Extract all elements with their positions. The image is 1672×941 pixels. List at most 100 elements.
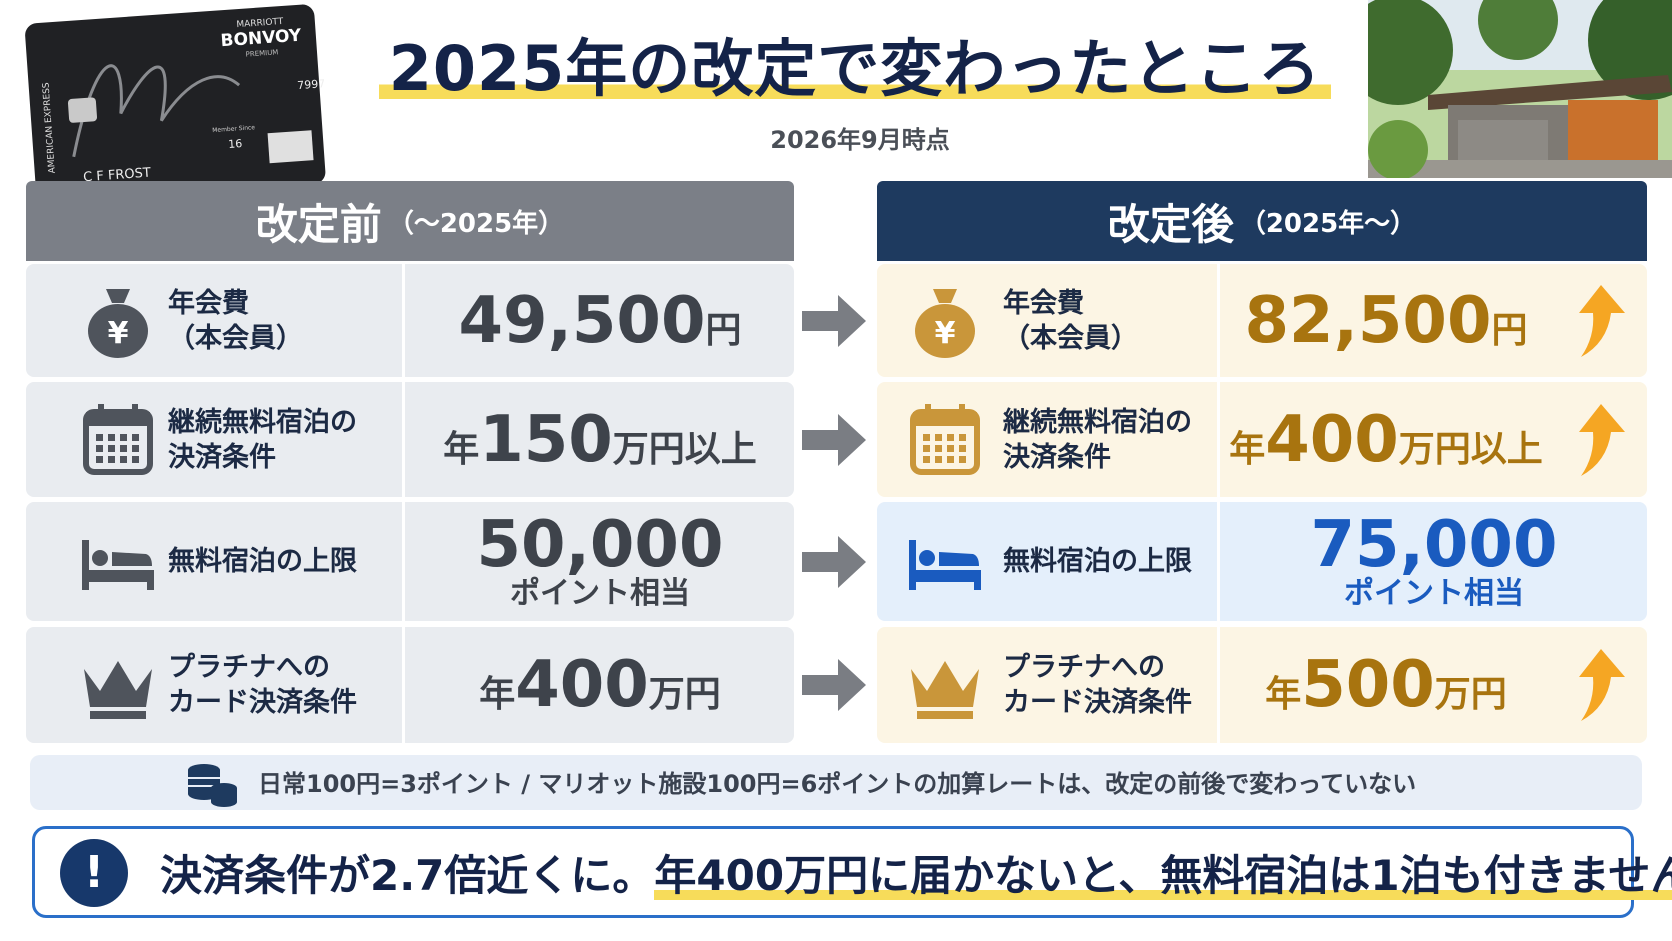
- before-value: 年150万円以上: [406, 382, 794, 497]
- value-note: ポイント相当: [1344, 575, 1524, 611]
- icon-part: [82, 539, 89, 590]
- icon-part: [120, 444, 127, 452]
- icon-part: [96, 455, 103, 463]
- trend-up-shape: [1579, 649, 1625, 721]
- row-label-line: プラチナへの: [168, 652, 330, 683]
- title: 2025年の改定で変わったところ: [330, 18, 1380, 108]
- card-digits: 7997: [297, 77, 326, 92]
- value-line: 年400万円: [479, 648, 721, 722]
- alert-icon: !: [60, 839, 128, 907]
- after-row: ¥ 年会費 （本会員） 82,500円: [877, 264, 1647, 377]
- arrow: [802, 535, 866, 588]
- icon-part: [925, 403, 931, 420]
- before-row: 無料宿泊の上限 50,000 ポイント相当: [26, 502, 794, 621]
- row-label-line: 継続無料宿泊の: [1003, 406, 1192, 438]
- row-label-line: （本会員）: [1003, 322, 1138, 354]
- icon-part: [947, 444, 954, 452]
- before-row: プラチナへの カード決済条件 年400万円: [26, 627, 794, 743]
- after-value: 75,000 ポイント相当: [1221, 502, 1647, 621]
- icon-part: [147, 569, 154, 590]
- divider: [1217, 502, 1220, 621]
- value-suffix: 万円: [648, 674, 721, 715]
- row-label: 年会費 （本会員）: [1003, 264, 1138, 377]
- icon-part: [120, 433, 127, 441]
- value-number: 75,000: [1310, 507, 1558, 582]
- value-line: 年400万円以上: [1229, 403, 1543, 477]
- icon-part: [923, 444, 930, 452]
- card-graphic: MARRIOTT BONVOY PREMIUM AMERICAN EXPRESS…: [25, 4, 326, 203]
- icon-bag: ¥: [88, 288, 148, 358]
- divider: [1217, 264, 1220, 377]
- after-row: 無料宿泊の上限 75,000 ポイント相当: [877, 502, 1647, 621]
- row-label-line: カード決済条件: [168, 687, 357, 718]
- title-text: 2025年の改定で変わったところ: [378, 32, 1332, 105]
- card-member-label: Member Since: [212, 124, 256, 134]
- value-prefix: 年: [1229, 428, 1266, 470]
- icon-crown: [84, 661, 152, 719]
- value-suffix: 円: [705, 309, 742, 351]
- row-label: プラチナへの カード決済条件: [168, 627, 357, 743]
- before-heading: 改定前: [255, 199, 382, 249]
- row-label: 継続無料宿泊の 決済条件: [168, 382, 357, 497]
- arrow: [802, 413, 866, 466]
- icon-part: [106, 288, 130, 303]
- icon-bed: [82, 539, 154, 590]
- after-header: 改定後 （2025年～）: [877, 181, 1647, 261]
- trend-up-shape: [1579, 403, 1625, 476]
- divider: [1217, 382, 1220, 497]
- icon-part: [939, 551, 979, 566]
- icon-part: [132, 444, 139, 452]
- conclusion-lead: 決済条件が2.7倍近くに。: [160, 851, 655, 900]
- icon-part: [132, 403, 138, 420]
- icon-bag: ¥: [915, 288, 975, 358]
- row-label: 無料宿泊の上限: [168, 502, 357, 621]
- icon-part: [96, 433, 103, 441]
- icon-part: [917, 711, 973, 719]
- trend-up: [1579, 403, 1625, 476]
- icon-part: [84, 661, 152, 707]
- icon-part: [88, 303, 148, 358]
- hotel-photo: [1368, 0, 1672, 178]
- divider: [402, 502, 405, 621]
- before-value: 年400万円: [406, 627, 794, 743]
- value-number: 150: [479, 402, 613, 477]
- card-tier: PREMIUM: [245, 48, 278, 58]
- row-label: 継続無料宿泊の 決済条件: [1003, 382, 1192, 497]
- icon-part: [913, 411, 977, 426]
- value-note: ポイント相当: [510, 575, 690, 611]
- value-number: 400: [515, 648, 649, 722]
- icon-part: [108, 455, 115, 463]
- card-brand-top: MARRIOTT: [236, 17, 284, 30]
- icon-part: [108, 444, 115, 452]
- value-line: 年500万円: [1265, 648, 1507, 722]
- icon-part: [935, 455, 942, 463]
- arrow: [802, 659, 866, 711]
- arrow-shape: [802, 294, 866, 347]
- value-number: 49,500: [458, 283, 706, 358]
- card-signature: [72, 64, 241, 158]
- row-label-line: 継続無料宿泊の: [168, 406, 357, 438]
- arrow-shape: [802, 413, 866, 466]
- icon-part: [959, 455, 966, 463]
- conclusion-highlight: 年400万円に届かないと、無料宿泊は1泊も付きません: [654, 851, 1672, 900]
- card-holder: C F FROST: [83, 166, 152, 186]
- value-line: 82,500円: [1245, 284, 1528, 358]
- before-value: 49,500円: [406, 264, 794, 377]
- icon-part: [132, 455, 139, 463]
- icon-part: [909, 569, 981, 582]
- row-label-line: 無料宿泊の上限: [1003, 546, 1192, 577]
- trend-up-shape: [1579, 284, 1625, 357]
- row-label: 年会費 （本会員）: [168, 264, 303, 377]
- icon-part: [923, 455, 930, 463]
- icon-part: [935, 444, 942, 452]
- trend-up: [1579, 649, 1625, 721]
- icon-part: [974, 569, 981, 590]
- row-label: 無料宿泊の上限: [1003, 502, 1192, 621]
- divider: [402, 627, 405, 743]
- value-suffix: 万円以上: [612, 428, 757, 470]
- row-label-line: （本会員）: [168, 322, 303, 354]
- icon-part: [923, 433, 930, 441]
- row-label-line: 決済条件: [1003, 441, 1111, 473]
- row-label: プラチナへの カード決済条件: [1003, 627, 1192, 743]
- before-period: （～2025年）: [387, 208, 565, 239]
